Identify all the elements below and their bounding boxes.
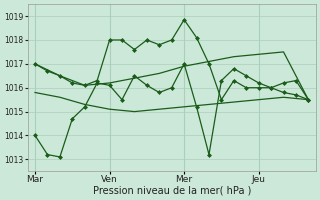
X-axis label: Pression niveau de la mer( hPa ): Pression niveau de la mer( hPa ) [92, 186, 251, 196]
